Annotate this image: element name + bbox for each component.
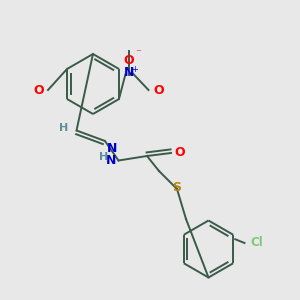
Text: H: H bbox=[100, 152, 109, 162]
Text: O: O bbox=[153, 83, 164, 97]
Text: O: O bbox=[124, 54, 134, 67]
Text: N: N bbox=[106, 154, 116, 167]
Text: H: H bbox=[59, 123, 68, 133]
Text: S: S bbox=[172, 181, 182, 194]
Text: O: O bbox=[175, 146, 185, 159]
Text: ⁻: ⁻ bbox=[136, 48, 142, 59]
Text: N: N bbox=[106, 142, 117, 155]
Text: Cl: Cl bbox=[250, 236, 263, 250]
Text: N: N bbox=[124, 66, 134, 79]
Text: +: + bbox=[132, 64, 138, 74]
Text: O: O bbox=[33, 83, 44, 97]
